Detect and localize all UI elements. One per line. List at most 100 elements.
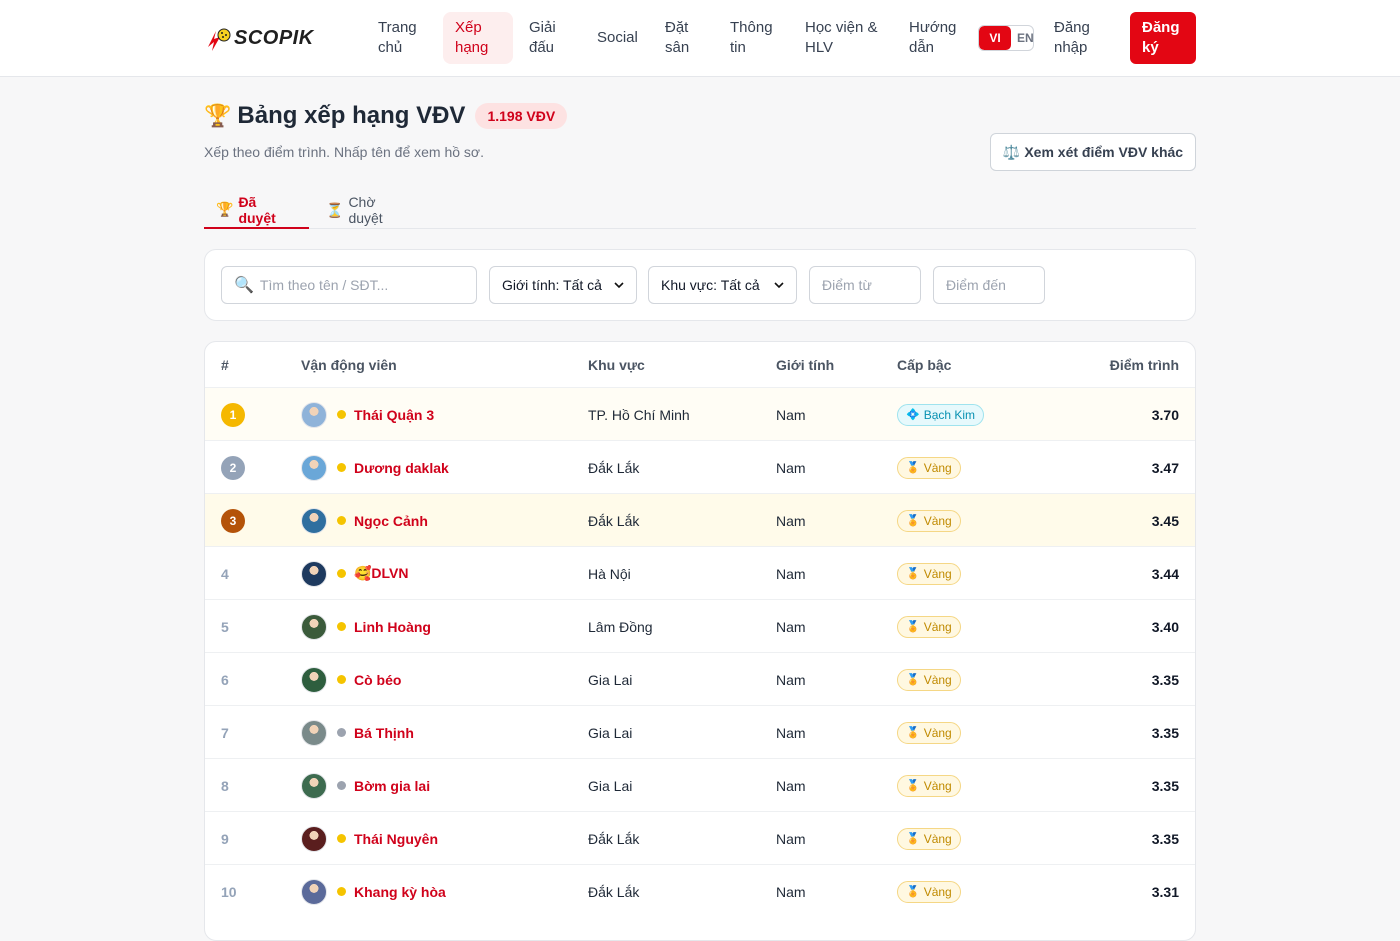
lang-vi-option[interactable]: VI	[979, 26, 1011, 50]
score-cell: 3.44	[1151, 565, 1179, 582]
table-row[interactable]: 1 Thái Quận 3 TP. Hồ Chí Minh Nam 💠 Bạch Kim 3…	[205, 387, 1195, 440]
nav-item-trang-chu[interactable]: Trang chủ	[366, 12, 438, 64]
table-row[interactable]: 7 Bá Thịnh Gia Lai Nam 🏅 Vàng 3.35	[205, 705, 1195, 758]
score-cell: 3.70	[1151, 406, 1179, 423]
avatar[interactable]	[301, 507, 327, 534]
avatar[interactable]	[301, 560, 327, 587]
region-cell: Gia Lai	[588, 724, 633, 741]
logo-mark-icon	[208, 28, 231, 51]
avatar[interactable]	[301, 613, 327, 640]
nav-item-thong-tin[interactable]: Thông tin	[718, 12, 794, 64]
gender-select-value: Giới tính: Tất cả	[502, 277, 602, 293]
gender-cell: Nam	[776, 406, 806, 423]
tab-pending[interactable]: ⏳ Chờ duyệt	[314, 192, 424, 228]
rank-number: 4	[221, 565, 229, 582]
medal-icon: 🏅	[906, 833, 920, 845]
nav-item-giai-dau[interactable]: Giải đấu	[517, 12, 579, 64]
nav-item-dat-san[interactable]: Đặt sân	[653, 12, 713, 64]
tier-cell: 🏅 Vàng	[897, 547, 961, 600]
table-row[interactable]: 6 Cò béo Gia Lai Nam 🏅 Vàng 3.35	[205, 652, 1195, 705]
tier-badge: 💠 Bạch Kim	[897, 403, 985, 426]
region-select[interactable]: Khu vực: Tất cả	[648, 266, 797, 304]
region-cell: Đắk Lắk	[588, 883, 640, 900]
medal-icon: 🏅	[906, 621, 920, 633]
nav-item-xep-hang[interactable]: Xếp hạng	[443, 12, 513, 64]
athlete-cell: Thái Nguyên	[301, 812, 438, 865]
rank-cell: 8	[221, 759, 229, 812]
nav-label: Social	[597, 29, 638, 46]
region-cell: Lâm Đồng	[588, 618, 653, 635]
gender-select[interactable]: Giới tính: Tất cả	[489, 266, 637, 304]
medal-icon: 🏅	[906, 462, 920, 474]
login-link[interactable]: Đăng nhập	[1042, 12, 1122, 64]
tier-cell: 🏅 Vàng	[897, 812, 961, 865]
score-to-input[interactable]: Điểm đến	[933, 266, 1045, 304]
athlete-name-link[interactable]: Thái Nguyên	[354, 830, 439, 847]
athlete-name-link[interactable]: Dương daklak	[354, 459, 449, 476]
search-input[interactable]: 🔍 Tìm theo tên / SĐT...	[221, 266, 477, 304]
chevron-down-icon	[614, 282, 624, 289]
table-row[interactable]: 5 Linh Hoàng Lâm Đồng Nam 🏅 Vàng 3.40	[205, 599, 1195, 652]
status-dot	[337, 887, 346, 896]
page-title-row: 🏆 Bảng xếp hạng VĐV 1.198 VĐV	[204, 102, 568, 130]
language-toggle[interactable]: VI EN	[978, 25, 1034, 51]
tier-cell: 🏅 Vàng	[897, 706, 961, 759]
col-header-athlete[interactable]: Vận động viên	[301, 357, 397, 373]
athlete-name-link[interactable]: Bờm gia lai	[354, 777, 431, 794]
compare-scores-button[interactable]: ⚖️ Xem xét điểm VĐV khác	[990, 133, 1196, 171]
athlete-name-link[interactable]: Ngọc Cảnh	[354, 512, 428, 529]
table-row[interactable]: 8 Bờm gia lai Gia Lai Nam 🏅 Vàng 3.35	[205, 758, 1195, 811]
athlete-cell: Bá Thịnh	[301, 706, 414, 759]
tier-label: Vàng	[923, 619, 952, 634]
score-from-input[interactable]: Điểm từ	[809, 266, 921, 304]
athlete-name-link[interactable]: Linh Hoàng	[354, 618, 431, 635]
signup-button[interactable]: Đăng ký	[1130, 12, 1196, 64]
athlete-name-link[interactable]: Cò béo	[354, 671, 402, 688]
gender-cell: Nam	[776, 671, 806, 688]
tier-badge: 🏅 Vàng	[897, 668, 961, 691]
hourglass-icon: ⏳	[326, 201, 344, 218]
score-cell: 3.47	[1151, 459, 1179, 476]
lang-en-option[interactable]: EN	[1017, 31, 1034, 45]
nav-label: Giải đấu	[529, 19, 556, 56]
nav-item-hoc-vien-hlv[interactable]: Học viện & HLV	[793, 12, 893, 64]
gender-cell: Nam	[776, 777, 806, 794]
col-header-tier[interactable]: Cấp bậc	[897, 357, 952, 373]
avatar[interactable]	[301, 825, 327, 852]
gender-cell: Nam	[776, 618, 806, 635]
nav-item-huong-dan[interactable]: Hướng dẫn	[897, 12, 973, 64]
athlete-name-link[interactable]: Bá Thịnh	[354, 724, 414, 741]
table-row[interactable]: 3 Ngọc Cảnh Đắk Lắk Nam 🏅 Vàng 3.45	[205, 493, 1195, 546]
athlete-name-link[interactable]: 🥰DLVN	[354, 565, 409, 581]
table-row[interactable]: 2 Dương daklak Đắk Lắk Nam 🏅 Vàng 3.47	[205, 440, 1195, 493]
col-header-region[interactable]: Khu vực	[588, 357, 645, 373]
tab-approved[interactable]: 🏆 Đã duyệt	[204, 192, 309, 229]
scopik-logo[interactable]: SCOPIK	[204, 22, 314, 54]
athlete-name-link[interactable]: Khang kỳ hòa	[354, 883, 446, 900]
score-cell: 3.31	[1151, 883, 1179, 900]
gender-cell: Nam	[776, 565, 806, 582]
status-dot	[337, 834, 346, 843]
region-cell: Gia Lai	[588, 671, 633, 688]
table-row[interactable]: 10 Khang kỳ hòa Đắk Lắk Nam 🏅 Vàng 3.31	[205, 864, 1195, 917]
tier-badge: 🏅 Vàng	[897, 880, 961, 903]
avatar[interactable]	[301, 719, 327, 746]
avatar[interactable]	[301, 666, 327, 693]
table-row[interactable]: 4 🥰DLVN Hà Nội Nam 🏅 Vàng 3.44	[205, 546, 1195, 599]
scale-icon: ⚖️	[1002, 143, 1021, 160]
rank-medal-badge: 2	[221, 455, 245, 480]
avatar[interactable]	[301, 454, 327, 481]
tier-cell: 🏅 Vàng	[897, 653, 961, 706]
avatar[interactable]	[301, 878, 327, 905]
tab-label: Chờ duyệt	[348, 194, 383, 226]
table-row[interactable]: 9 Thái Nguyên Đắk Lắk Nam 🏅 Vàng 3.35	[205, 811, 1195, 864]
nav-label: Trang chủ	[378, 19, 417, 56]
tier-cell: 🏅 Vàng	[897, 441, 961, 494]
col-header-gender[interactable]: Giới tính	[776, 357, 835, 373]
col-header-score[interactable]: Điểm trình	[1109, 357, 1179, 373]
nav-item-social[interactable]: Social	[585, 12, 657, 64]
avatar[interactable]	[301, 401, 327, 428]
avatar[interactable]	[301, 772, 327, 799]
search-placeholder: Tìm theo tên / SĐT...	[259, 277, 389, 293]
athlete-name-link[interactable]: Thái Quận 3	[354, 406, 435, 423]
